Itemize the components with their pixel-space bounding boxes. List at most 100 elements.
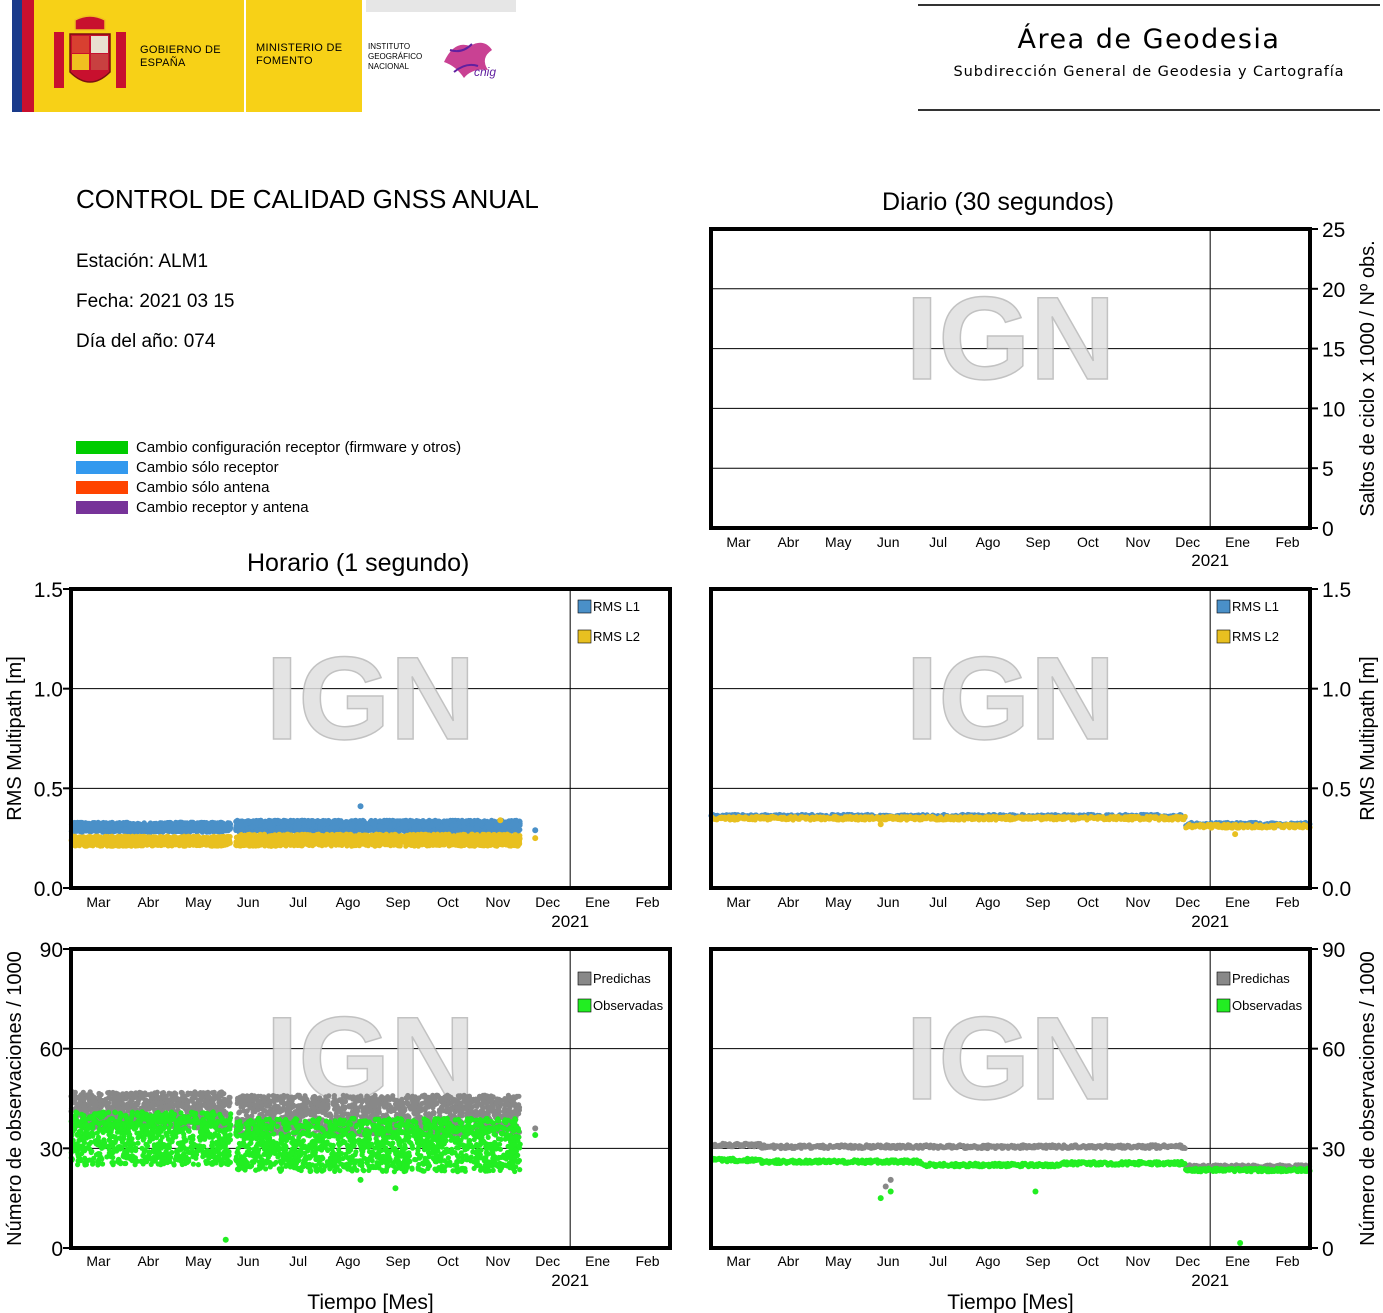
data-point	[441, 842, 447, 848]
data-point	[207, 840, 213, 846]
data-point	[143, 841, 149, 847]
legend-swatch	[76, 460, 128, 474]
data-point	[387, 843, 394, 849]
data-point	[151, 829, 157, 835]
x-tick-label: Feb	[635, 894, 659, 910]
change-legend-item: Cambio sólo antena	[76, 477, 269, 497]
data-point	[278, 837, 284, 843]
data-point	[168, 820, 174, 827]
data-point	[515, 842, 522, 848]
plot-frame	[709, 227, 1312, 530]
data-point	[373, 831, 380, 837]
legend-label: RMS L1	[593, 599, 640, 614]
data-point	[194, 829, 200, 835]
year-label: 2021	[551, 912, 589, 931]
x-tick-label: May	[185, 894, 211, 910]
cnig-logo-text: cnig	[474, 65, 496, 79]
data-point	[437, 839, 443, 845]
x-tick-label: Oct	[437, 894, 459, 910]
data-point	[206, 829, 213, 835]
data-point	[185, 825, 191, 832]
ign-logo-topbar	[366, 0, 516, 12]
data-point	[276, 831, 282, 838]
x-tick-label: Ago	[336, 894, 361, 910]
data-point	[498, 834, 504, 840]
data-point	[284, 831, 290, 837]
x-tick-label: Nov	[1125, 534, 1150, 550]
x-tick-label: Oct	[1077, 534, 1099, 550]
data-point	[314, 832, 320, 838]
x-tick-label: Jul	[929, 534, 947, 550]
data-point	[429, 821, 435, 827]
data-point	[257, 827, 263, 833]
data-point	[301, 821, 307, 827]
y-tick-label: 10	[1322, 398, 1345, 421]
data-point-outlier	[357, 803, 364, 810]
x-tick-label: Dec	[1175, 534, 1200, 550]
change-legend-item: Cambio configuración receptor (firmware …	[76, 437, 461, 457]
legend-swatch	[76, 440, 128, 454]
data-point	[305, 832, 311, 839]
date-label: Fecha: 2021 03 15	[76, 291, 235, 312]
ign-watermark: IGN	[906, 273, 1116, 405]
data-point	[145, 834, 151, 840]
data-point	[358, 826, 364, 832]
hourly-section-title: Horario (1 segundo)	[247, 549, 470, 577]
data-point	[163, 841, 169, 847]
data-point	[116, 843, 122, 849]
data-point	[497, 841, 503, 848]
data-point	[332, 835, 338, 842]
data-point	[117, 822, 123, 828]
y-tick-label: 5	[1322, 458, 1334, 481]
data-point	[151, 820, 157, 827]
data-point	[466, 826, 472, 832]
data-point	[175, 825, 182, 831]
y-tick-label: 0.0	[34, 878, 63, 901]
data-point	[98, 840, 104, 846]
legend-label: Cambio receptor y antena	[136, 498, 309, 516]
data-point	[185, 833, 192, 839]
x-tick-label: Ago	[976, 534, 1001, 550]
data-point	[281, 823, 287, 829]
data-point	[295, 841, 301, 847]
data-point	[378, 839, 384, 846]
y-tick-label: 15	[1322, 339, 1345, 362]
data-point	[294, 817, 300, 824]
data-point	[517, 827, 523, 833]
data-point	[419, 820, 426, 826]
report-title: CONTROL DE CALIDAD GNSS ANUAL	[76, 184, 539, 214]
data-point	[110, 837, 116, 843]
data-point	[462, 832, 468, 838]
data-point	[101, 821, 107, 827]
data-point	[206, 824, 212, 831]
data-point	[84, 826, 90, 832]
data-point	[350, 840, 357, 846]
data-point	[178, 841, 184, 847]
data-point	[444, 821, 450, 827]
data-point	[471, 833, 477, 840]
data-point	[395, 841, 401, 848]
x-tick-label: Mar	[726, 534, 750, 550]
data-point	[104, 840, 110, 846]
data-point	[115, 836, 121, 842]
legend-swatch	[76, 480, 128, 494]
data-point	[513, 819, 519, 825]
data-point	[131, 829, 137, 835]
header-top-rule	[918, 4, 1380, 6]
y-tick-label: 20	[1322, 279, 1345, 302]
data-point	[266, 817, 272, 823]
data-point	[159, 839, 165, 845]
data-point	[237, 823, 243, 829]
data-point	[102, 833, 108, 840]
data-point	[95, 824, 101, 830]
x-tick-label: Nov	[485, 894, 510, 910]
data-point	[324, 831, 330, 838]
y-tick-label: 1.5	[34, 579, 63, 602]
data-point	[506, 825, 512, 831]
data-point	[344, 842, 350, 848]
data-point	[360, 820, 366, 826]
header-divider	[244, 0, 246, 112]
coat-of-arms-icon	[54, 15, 126, 88]
data-point	[234, 839, 241, 845]
